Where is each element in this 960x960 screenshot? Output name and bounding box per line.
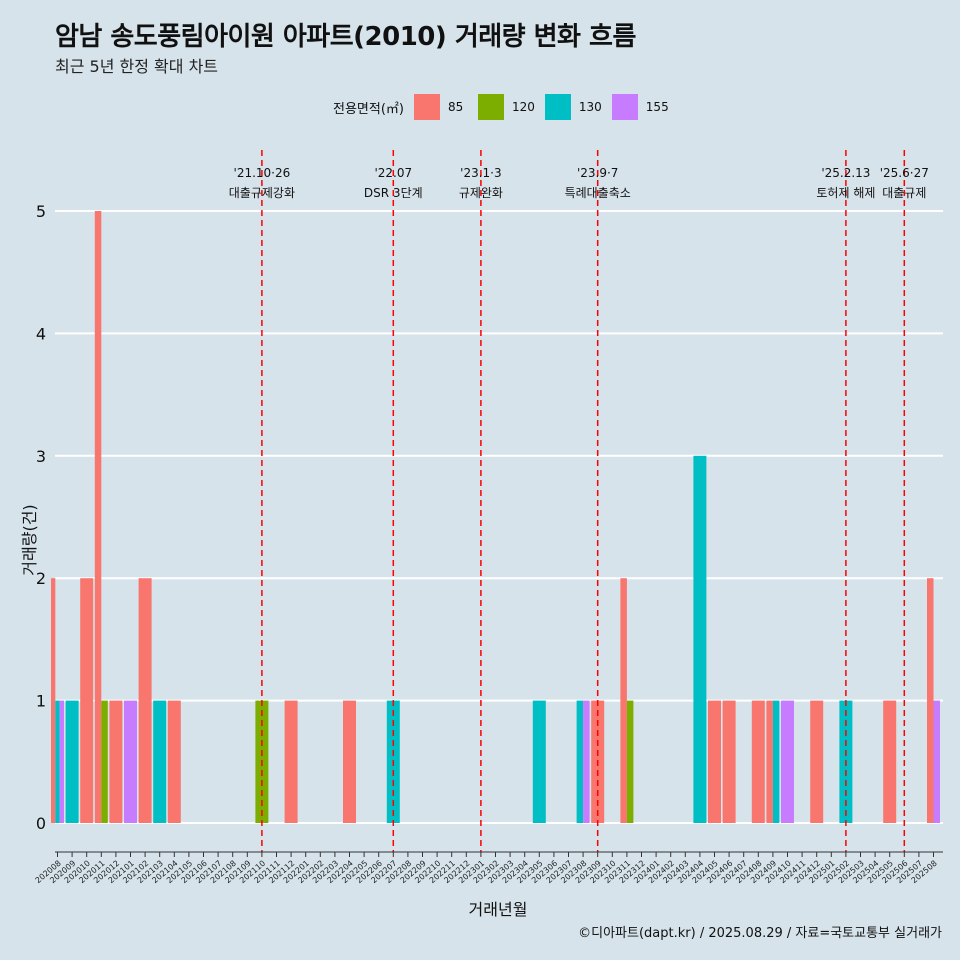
- bar-202011-120: [101, 700, 108, 823]
- legend-label-120: 120: [511, 100, 535, 114]
- bar-202008-130: [55, 700, 60, 823]
- event-text-label: DSR 3단계: [364, 186, 423, 200]
- legend-item-85: 85: [413, 94, 468, 120]
- bar-202101-155: [124, 700, 137, 823]
- event-text-label: 대출규제: [882, 186, 926, 200]
- bar-202311-85: [620, 578, 627, 823]
- bar-202508-85: [927, 578, 934, 823]
- bar-202408-85: [751, 700, 765, 823]
- event-date-label: '25.2.13: [821, 166, 870, 180]
- bar-202008-155: [59, 700, 64, 823]
- bar-202406-85: [722, 700, 736, 823]
- legend-swatch-130: [544, 94, 571, 120]
- y-tick-label: 4: [36, 324, 46, 343]
- bar-202308-155: [583, 700, 590, 823]
- y-tick-label: 3: [36, 447, 46, 466]
- event-text-label: 특례대출축소: [565, 186, 631, 200]
- bar-202405-85: [708, 700, 721, 823]
- bar-202103-130: [153, 700, 167, 823]
- bar-202012-85: [109, 700, 123, 823]
- bar-202412-85: [810, 700, 824, 823]
- bar-202011-85: [94, 211, 102, 823]
- legend-swatch-85: [413, 94, 440, 120]
- bar-202505-85: [883, 700, 897, 823]
- y-tick-label: 2: [36, 569, 46, 588]
- legend-item-130: 130: [544, 94, 602, 120]
- bar-202404-130: [693, 455, 707, 823]
- bar-202508-155: [933, 700, 940, 823]
- bar-202010-85: [80, 578, 94, 823]
- bar-202311-120: [626, 700, 634, 823]
- legend-swatch-120: [477, 94, 504, 120]
- event-date-label: '25.6·27: [880, 166, 929, 180]
- bar-202102-85: [138, 578, 152, 823]
- event-text-label: 토허제 해제: [816, 186, 875, 200]
- event-date-label: '23.1·3: [460, 166, 501, 180]
- bar-202112-85: [284, 700, 298, 823]
- event-text-label: 규제완화: [459, 186, 503, 200]
- bar-202308-130: [576, 700, 584, 823]
- y-tick-label: 5: [36, 202, 46, 221]
- x-axis-label: 거래년월: [468, 900, 528, 919]
- event-date-label: '23.9·7: [577, 166, 618, 180]
- legend-label-155: 155: [645, 100, 669, 114]
- bar-202009-130: [65, 700, 79, 823]
- bar-202204-85: [343, 700, 356, 823]
- y-tick-label: 1: [36, 692, 46, 711]
- bar-202104-85: [167, 700, 181, 823]
- event-date-label: '22.07: [374, 166, 412, 180]
- legend: 전용면적(㎡) 85 120 130 155: [333, 93, 679, 121]
- bar-202409-130: [772, 700, 780, 823]
- chart-title: 암남 송도풍림아이원 아파트(2010) 거래량 변화 흐름: [55, 22, 636, 52]
- bar-202008-85: [51, 578, 56, 823]
- legend-title: 전용면적(㎡): [333, 101, 404, 117]
- event-text-label: 대출규제강화: [229, 186, 295, 200]
- bar-202305-130: [532, 700, 546, 823]
- legend-item-155: 155: [611, 94, 669, 120]
- bar-202409-85: [766, 700, 773, 823]
- legend-label-85: 85: [447, 100, 464, 114]
- legend-item-120: 120: [477, 94, 535, 120]
- legend-label-130: 130: [578, 100, 602, 114]
- source-caption: ©디아파트(dapt.kr) / 2025.08.29 / 자료=국토교통부 실…: [578, 926, 942, 941]
- y-axis-label: 거래량(건): [20, 504, 39, 576]
- chart-subtitle: 최근 5년 한정 확대 차트: [55, 57, 219, 76]
- legend-swatch-155: [611, 94, 638, 120]
- event-date-label: '21.10·26: [234, 166, 291, 180]
- y-tick-label: 0: [36, 814, 46, 833]
- bar-202410-155: [781, 700, 794, 823]
